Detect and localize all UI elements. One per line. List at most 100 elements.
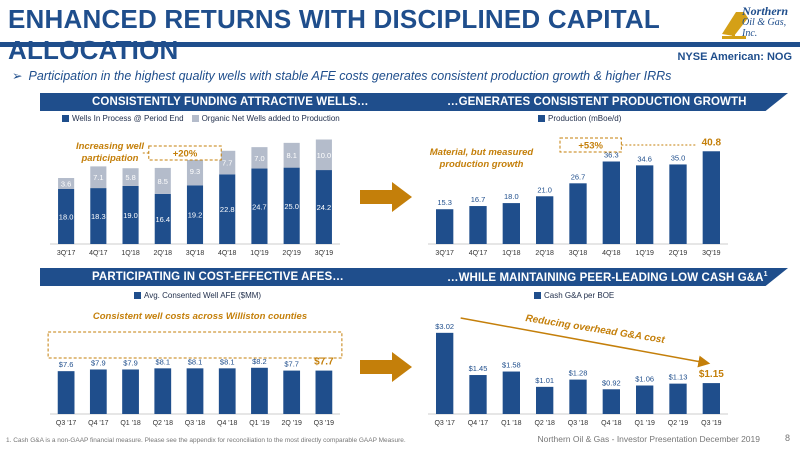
band-bottom-left: PARTICIPATING IN COST-EFFECTIVE AFES…	[92, 271, 344, 283]
x-tick-label: 4Q'18	[218, 250, 237, 257]
bar-primary	[469, 206, 487, 244]
data-label: 10.0	[317, 151, 332, 160]
x-tick-label: 2Q'19	[669, 250, 688, 257]
x-tick-label: Q4 '18	[217, 420, 238, 427]
x-tick-label: Q4 '18	[601, 420, 622, 427]
bar-primary	[702, 383, 720, 414]
data-label: $8.2	[252, 357, 267, 366]
data-label: 21.0	[537, 185, 552, 194]
title-rule	[0, 42, 800, 47]
x-tick-label: Q1 '18	[120, 420, 141, 427]
data-label: $8.1	[220, 357, 235, 366]
arrow-right-icon	[360, 352, 412, 382]
legend-label: Wells In Process @ Period End	[72, 114, 184, 123]
bottom-band	[40, 268, 788, 286]
logo-subname: Oil & Gas, Inc.	[742, 17, 787, 39]
data-label: $8.1	[155, 357, 170, 366]
bar-primary	[702, 151, 720, 244]
x-tick-label: 3Q'19	[315, 250, 334, 257]
afe-chart: $7.6 Q3 '17 $7.9 Q4 '17 $7.9 Q1 '18 $8.1 Q2 '18…	[47, 331, 343, 427]
data-label: 8.1	[286, 151, 296, 160]
legend-swatch	[134, 292, 141, 300]
bar-secondary	[90, 166, 107, 189]
bar-primary	[569, 183, 587, 244]
bar-secondary	[219, 150, 236, 175]
bar-primary	[602, 389, 620, 414]
data-label: 7.0	[254, 154, 264, 163]
bar-primary	[669, 383, 687, 414]
bar-primary	[251, 367, 268, 414]
x-tick-label: 1Q'19	[635, 250, 654, 257]
data-label: 18.3	[91, 212, 106, 221]
data-label: 3.6	[61, 180, 71, 189]
x-tick-label: Q3 '19	[701, 420, 722, 427]
bullet-point: ➢ Participation in the highest quality we…	[12, 68, 671, 83]
bar-primary	[154, 368, 172, 414]
data-label: 9.3	[190, 167, 200, 176]
ga-trend-label: Reducing overhead G&A cost	[525, 313, 666, 346]
note-production: Material, but measured production growth	[429, 147, 534, 170]
bar-primary	[436, 332, 454, 414]
bar-primary	[57, 371, 75, 414]
data-label: 16.4	[155, 215, 170, 224]
x-tick-label: 2Q'18	[535, 250, 554, 257]
bar-primary	[536, 386, 554, 414]
x-tick-label: 2Q'19	[282, 250, 301, 257]
bullet-text: Participation in the highest quality wel…	[28, 69, 672, 83]
afe-range-box	[47, 331, 343, 359]
data-label: $0.92	[602, 378, 621, 387]
bar-secondary	[154, 167, 171, 194]
x-tick-label: 3Q'17	[57, 250, 76, 257]
bar-primary	[219, 174, 236, 244]
bar-secondary	[122, 168, 139, 186]
x-tick-label: 3Q'18	[569, 250, 588, 257]
bar-primary	[283, 167, 300, 244]
legend-item-organic-wells: Organic Net Wells added to Production	[191, 114, 340, 123]
x-tick-label: Q3 '17	[434, 420, 455, 427]
data-label: 7.7	[222, 159, 232, 168]
legend-swatch	[62, 115, 69, 123]
logo-name: Northern	[742, 4, 789, 18]
footer-text: Northern Oil & Gas - Investor Presentati…	[537, 434, 760, 444]
x-tick-label: Q4 '17	[88, 420, 109, 427]
bar-primary	[602, 161, 620, 244]
bar-primary	[636, 385, 654, 414]
data-label: 7.1	[93, 173, 103, 182]
legend-item-afe: Avg. Consented Well AFE ($MM)	[134, 291, 261, 300]
legend-wells: Wells In Process @ Period End Organic Ne…	[62, 114, 340, 123]
data-label: $1.06	[635, 375, 654, 384]
legend-swatch	[534, 292, 541, 300]
x-tick-label: Q2 '18	[534, 420, 555, 427]
production-growth-label: +53%	[578, 141, 603, 152]
bullet-arrow-icon: ➢	[12, 69, 23, 83]
x-tick-label: 4Q'18	[602, 250, 621, 257]
x-tick-label: 1Q'18	[121, 250, 140, 257]
ga-chart: $3.02 Q3 '17 $1.45 Q4 '17 $1.58 Q1 '18 $1.01 Q2…	[428, 313, 728, 427]
top-band	[40, 93, 788, 111]
legend-production: Production (mBoe/d)	[538, 114, 621, 123]
band-bottom-right-text: …WHILE MAINTAINING PEER-LEADING LOW CASH…	[447, 271, 764, 284]
bar-primary	[122, 369, 139, 414]
data-label: 5.8	[125, 173, 135, 182]
data-label: 18.0	[504, 192, 519, 201]
bar-primary	[469, 375, 487, 414]
page-number: 8	[784, 433, 790, 443]
x-tick-label: 4Q'17	[89, 250, 108, 257]
x-tick-label: 1Q'19	[250, 250, 269, 257]
legend-label: Cash G&A per BOE	[544, 291, 615, 300]
data-label: $1.58	[502, 361, 521, 370]
data-label: $1.28	[569, 369, 588, 378]
ga-trend-arrow	[460, 317, 711, 368]
data-label: 34.6	[637, 154, 652, 163]
bar-secondary	[58, 178, 75, 189]
data-label: $1.45	[469, 364, 488, 373]
legend-label: Organic Net Wells added to Production	[201, 114, 340, 123]
note-afe: Consistent well costs across Williston c…	[92, 311, 308, 322]
x-tick-label: 3Q'17	[435, 250, 454, 257]
bar-primary	[90, 188, 107, 244]
bar-secondary	[186, 156, 204, 186]
arrow-right-icon	[360, 182, 412, 212]
legend-item-production: Production (mBoe/d)	[538, 114, 621, 123]
data-label: 19.2	[188, 211, 203, 220]
logo-text: Northern Oil & Gas, Inc.	[742, 4, 800, 39]
